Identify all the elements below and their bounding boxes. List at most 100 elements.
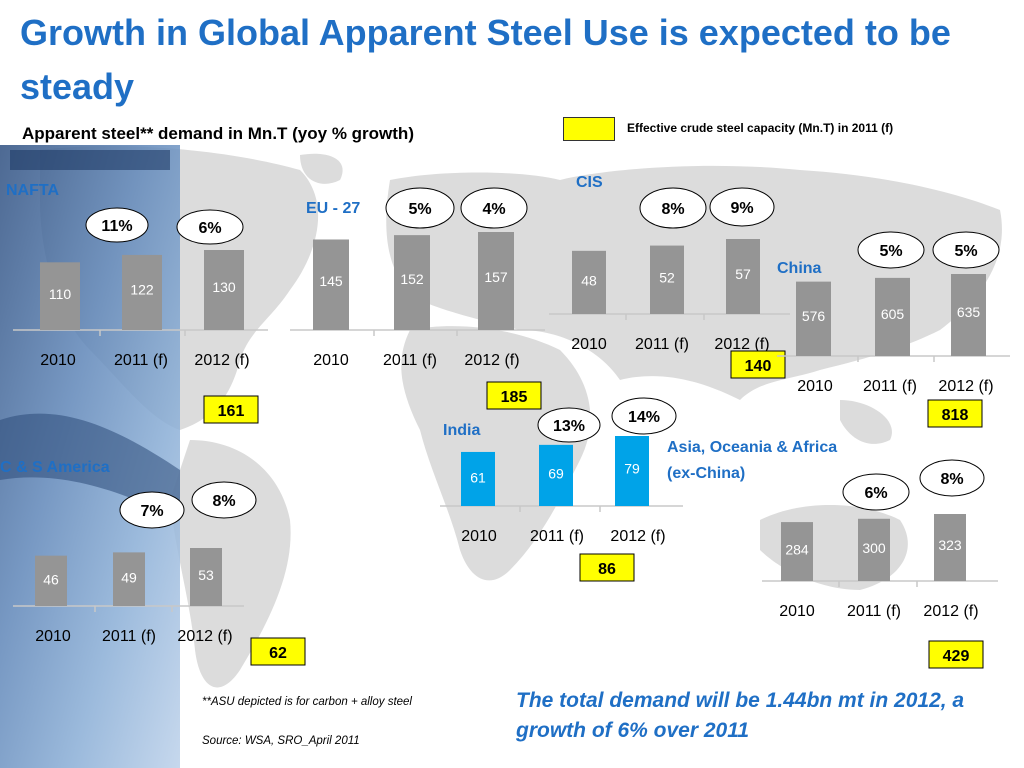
growth-label: 14% xyxy=(628,409,660,426)
bar xyxy=(113,552,145,606)
capacity-value: 185 xyxy=(501,389,528,406)
region-chart: 48 2010 52 2011 (f) 57 2012 (f) CIS 8% 9% 140 xyxy=(549,174,790,379)
category-label: 2010 xyxy=(461,528,497,545)
capacity-box xyxy=(579,553,635,582)
capacity-box xyxy=(203,395,259,424)
bar xyxy=(313,239,349,330)
bar xyxy=(615,436,649,506)
region-name: EU - 27 xyxy=(306,200,360,217)
bar xyxy=(204,250,244,330)
region-chart: 145 2010 152 2011 (f) 157 2012 (f) EU - 27 5% 4%… xyxy=(290,187,545,410)
growth-ellipse xyxy=(709,187,775,227)
category-label: 2012 (f) xyxy=(938,378,993,395)
growth-label: 6% xyxy=(198,220,221,237)
capacity-value: 62 xyxy=(269,645,287,662)
capacity-box xyxy=(486,381,542,410)
capacity-legend-swatch xyxy=(563,117,615,141)
growth-ellipse xyxy=(191,481,257,519)
bar-value-label: 110 xyxy=(49,286,72,302)
bar xyxy=(461,451,495,506)
category-label: 2012 (f) xyxy=(923,603,978,620)
growth-ellipse xyxy=(932,231,1000,269)
capacity-box xyxy=(927,399,983,428)
category-label: 2012 (f) xyxy=(610,528,665,545)
bar xyxy=(650,245,684,314)
capacity-box xyxy=(928,640,984,669)
bar-value-label: 323 xyxy=(938,537,962,553)
bar-value-label: 53 xyxy=(198,567,214,583)
bar xyxy=(796,281,831,356)
category-label: 2010 xyxy=(40,352,76,369)
bar xyxy=(539,444,573,506)
bar xyxy=(40,262,80,330)
bar-value-label: 61 xyxy=(470,469,486,485)
growth-label: 7% xyxy=(140,503,163,520)
category-label: 2011 (f) xyxy=(114,352,168,369)
growth-ellipse xyxy=(857,231,925,269)
region-name: India xyxy=(443,422,480,439)
bar-value-label: 130 xyxy=(212,279,236,295)
bar-value-label: 122 xyxy=(130,282,154,298)
footnote: **ASU depicted is for carbon + alloy ste… xyxy=(202,696,412,708)
capacity-value: 140 xyxy=(745,358,772,375)
bar xyxy=(394,235,430,330)
bar-value-label: 576 xyxy=(802,308,826,324)
capacity-box xyxy=(730,350,786,379)
growth-label: 5% xyxy=(879,243,902,260)
bar-value-label: 79 xyxy=(624,461,640,477)
growth-label: 6% xyxy=(864,485,887,502)
growth-label: 5% xyxy=(408,201,431,218)
region-name: CIS xyxy=(576,174,603,191)
region-name: Asia, Oceania & Africa (ex-China) xyxy=(667,439,837,482)
growth-ellipse xyxy=(842,473,910,511)
bar-value-label: 300 xyxy=(862,540,886,556)
bar xyxy=(35,555,67,606)
bar-value-label: 46 xyxy=(43,571,59,587)
capacity-value: 86 xyxy=(598,561,616,578)
region-chart: 284 2010 300 2011 (f) 323 2012 (f) Asia, Ocean… xyxy=(667,439,998,669)
category-label: 2011 (f) xyxy=(635,336,689,353)
source-note: Source: WSA, SRO_April 2011 xyxy=(202,735,360,747)
bar xyxy=(875,277,910,356)
growth-ellipse xyxy=(119,491,185,529)
bar xyxy=(478,232,514,330)
bar xyxy=(934,514,966,581)
category-label: 2011 (f) xyxy=(847,603,901,620)
category-label: 2010 xyxy=(797,378,833,395)
bar xyxy=(951,274,986,356)
growth-label: 4% xyxy=(482,201,505,218)
growth-label: 8% xyxy=(212,493,235,510)
bar xyxy=(122,254,162,330)
category-label: 2012 (f) xyxy=(194,352,249,369)
category-label: 2012 (f) xyxy=(177,628,232,645)
growth-ellipse xyxy=(537,407,601,443)
region-chart: 61 2010 69 2011 (f) 79 2012 (f) India 13% 14% 86 xyxy=(440,397,683,582)
growth-ellipse xyxy=(460,187,528,229)
growth-label: 8% xyxy=(661,201,684,218)
capacity-value: 161 xyxy=(218,403,245,420)
category-label: 2011 (f) xyxy=(102,628,156,645)
growth-ellipse xyxy=(611,397,677,435)
region-name: NAFTA xyxy=(6,182,59,199)
bar-value-label: 635 xyxy=(957,304,981,320)
growth-ellipse xyxy=(385,187,455,229)
category-label: 2011 (f) xyxy=(863,378,917,395)
bar-value-label: 69 xyxy=(548,465,564,481)
growth-ellipse xyxy=(639,187,707,229)
region-chart: 110 2010 122 2011 (f) 130 2012 (f) NAFTA 11% 6% 1… xyxy=(6,182,268,424)
category-label: 2012 (f) xyxy=(714,336,769,353)
bar-value-label: 284 xyxy=(785,542,809,558)
category-label: 2011 (f) xyxy=(530,528,584,545)
growth-label: 9% xyxy=(730,200,753,217)
chart-subtitle: Apparent steel** demand in Mn.T (yoy % g… xyxy=(22,124,414,143)
growth-label: 11% xyxy=(101,218,132,235)
bar xyxy=(781,522,813,581)
bar-value-label: 49 xyxy=(121,570,137,586)
bar-value-label: 52 xyxy=(659,269,675,285)
legend-label: Effective crude steel capacity (Mn.T) in… xyxy=(627,121,894,135)
category-label: 2012 (f) xyxy=(464,352,519,369)
category-label: 2010 xyxy=(779,603,815,620)
bar-value-label: 145 xyxy=(319,273,343,289)
capacity-box xyxy=(250,637,306,666)
